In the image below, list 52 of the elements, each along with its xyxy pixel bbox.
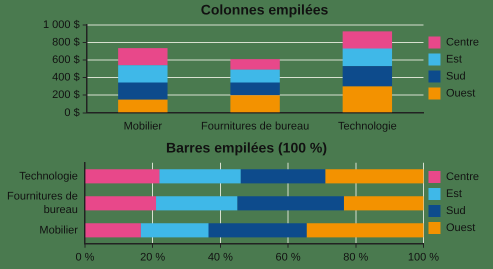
bar xyxy=(159,169,241,184)
legend-label: Est xyxy=(446,54,462,66)
y-tick-label: 200 $ xyxy=(52,89,80,102)
bar xyxy=(230,82,280,96)
x-tick-label: Fournitures de bureau xyxy=(200,120,310,132)
bar xyxy=(237,196,344,210)
legend-label: Sud xyxy=(446,70,466,83)
x-tick-label: 0 % xyxy=(75,251,95,264)
x-tick-label: 100 % xyxy=(408,251,440,264)
chart-title: Barres empilées (100 %) xyxy=(166,139,328,156)
bar xyxy=(118,65,168,82)
legend-label: Ouest xyxy=(446,222,476,234)
y-tick-label: Fournitures de bureau xyxy=(6,190,78,216)
bar xyxy=(156,196,238,210)
bar xyxy=(230,70,280,82)
bar xyxy=(342,48,392,66)
bar xyxy=(342,31,392,49)
y-tick-label: 0 $ xyxy=(64,106,80,119)
bar xyxy=(342,66,392,86)
x-tick-label: Mobilier xyxy=(124,120,162,132)
bar xyxy=(240,169,326,184)
bar xyxy=(118,100,168,112)
bar xyxy=(230,95,280,112)
chart-title: Colonnes empilées xyxy=(200,1,329,18)
y-tick-label: 600 $ xyxy=(52,54,80,66)
bar xyxy=(306,223,424,238)
y-tick-label: 400 $ xyxy=(52,72,80,84)
y-tick-label: Mobilier xyxy=(39,224,78,236)
legend-label: Centre xyxy=(446,36,480,49)
bar xyxy=(325,169,424,184)
bar xyxy=(230,59,280,70)
bar xyxy=(118,48,168,66)
x-tick-label: 40 % xyxy=(208,251,234,264)
legend-label: Centre xyxy=(446,171,480,184)
x-tick-label: Technologie xyxy=(338,120,397,132)
x-tick-label: 80 % xyxy=(343,251,369,264)
bar xyxy=(85,169,160,184)
x-tick-label: 20 % xyxy=(140,251,166,264)
bar xyxy=(85,196,156,210)
legend-label: Est xyxy=(446,188,462,200)
x-tick-label: 60 % xyxy=(276,251,301,264)
y-tick-label: 1 000 $ xyxy=(43,18,80,31)
bar xyxy=(342,86,392,112)
y-tick-label: 800 $ xyxy=(52,36,80,48)
bar xyxy=(85,223,141,238)
legend-label: Ouest xyxy=(446,88,476,100)
legend-label: Sud xyxy=(446,205,466,218)
bar xyxy=(140,223,208,238)
bar xyxy=(208,223,307,238)
bar xyxy=(344,196,424,210)
bar xyxy=(118,82,168,100)
y-tick-label: Technologie xyxy=(19,170,78,182)
